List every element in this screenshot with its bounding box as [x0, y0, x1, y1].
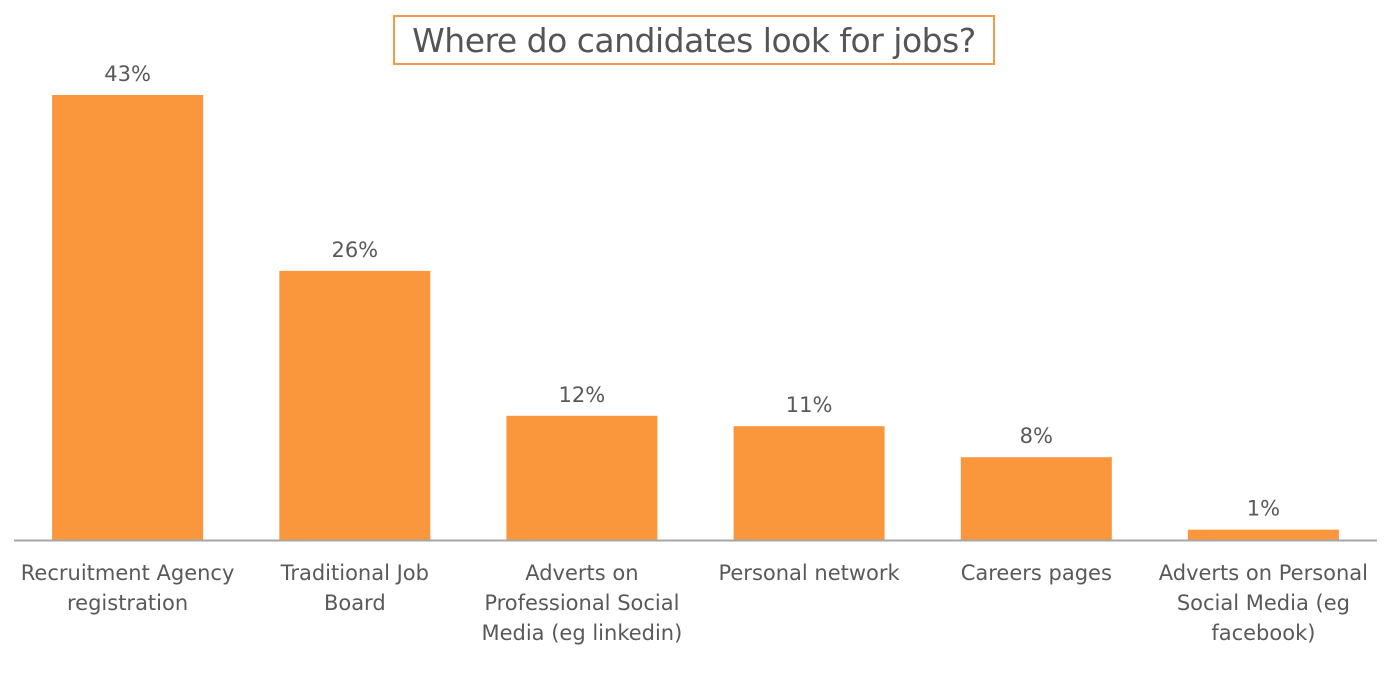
category-label-line: registration [67, 591, 189, 615]
category-label-line: Personal network [718, 561, 900, 585]
bar-1 [279, 270, 431, 540]
bar-0 [52, 95, 204, 540]
category-label-1: Traditional Job Board [235, 558, 475, 618]
bar-2 [506, 415, 658, 540]
value-labels-group: 43% 26% 12% 11% 8% 1% [104, 62, 1280, 521]
category-label-0: Recruitment Agency registration [8, 558, 248, 618]
category-label-line: Social Media (eg [1176, 591, 1350, 615]
value-label-1: 26% [331, 238, 378, 262]
category-label-line: Board [323, 591, 386, 615]
category-label-line: Traditional Job [280, 561, 429, 585]
category-label-line: Adverts on Personal [1158, 561, 1369, 585]
category-label-5: Adverts on Personal Social Media (eg faceb… [1143, 558, 1383, 648]
value-label-0: 43% [104, 62, 151, 86]
bar-3 [733, 426, 885, 540]
value-label-2: 12% [559, 383, 606, 407]
value-label-5: 1% [1247, 497, 1280, 521]
category-label-line: facebook) [1211, 621, 1316, 645]
category-label-2: Adverts on Professional Social Media (eg l… [462, 558, 702, 648]
category-label-4: Careers pages [916, 558, 1156, 588]
value-label-3: 11% [786, 393, 833, 417]
category-label-line: Careers pages [960, 561, 1112, 585]
chart-title: Where do candidates look for jobs? [393, 15, 995, 65]
bars-group [52, 95, 1339, 540]
category-label-line: Adverts on [525, 561, 639, 585]
category-label-line: Recruitment Agency [20, 561, 235, 585]
category-label-line: Professional Social [484, 591, 680, 615]
value-label-4: 8% [1020, 424, 1053, 448]
bar-4 [960, 457, 1112, 540]
category-label-3: Personal network [689, 558, 929, 588]
bar-5 [1187, 529, 1339, 540]
category-label-line: Media (eg linkedin) [481, 621, 683, 645]
